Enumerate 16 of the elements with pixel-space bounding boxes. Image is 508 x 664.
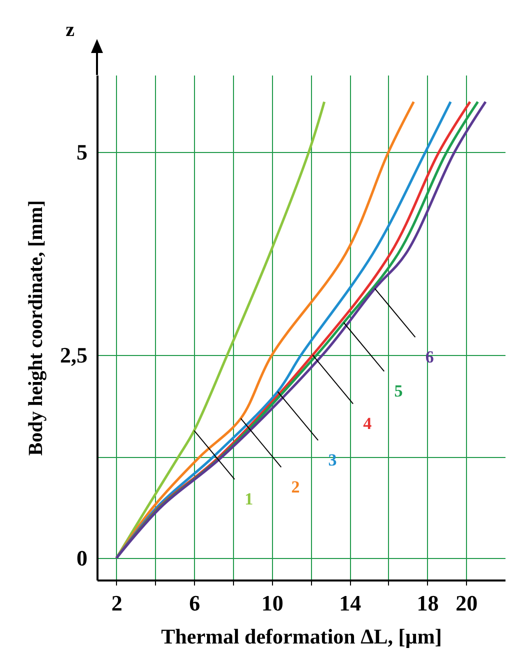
- y-axis-title: Body height coordinate, [mm]: [25, 200, 47, 456]
- y-tick-label: 5: [76, 140, 88, 165]
- x-tick-label: 6: [189, 590, 200, 616]
- x-tick-label: 20: [456, 590, 478, 616]
- y-tick-label: 2,5: [60, 342, 88, 368]
- x-tick-label: 14: [339, 590, 362, 616]
- text: 5: [394, 382, 403, 401]
- text: 1: [244, 490, 254, 509]
- x-axis-title: Thermal deformation ΔL, [µm]: [161, 624, 442, 648]
- y-tick-label: 0: [76, 546, 88, 571]
- x-tick-label: 10: [261, 590, 284, 616]
- text: 2: [291, 477, 300, 496]
- text: 4: [363, 414, 372, 433]
- text: z: [66, 19, 75, 41]
- x-tick-label: 18: [416, 590, 439, 616]
- x-tick-label: 2: [111, 590, 122, 616]
